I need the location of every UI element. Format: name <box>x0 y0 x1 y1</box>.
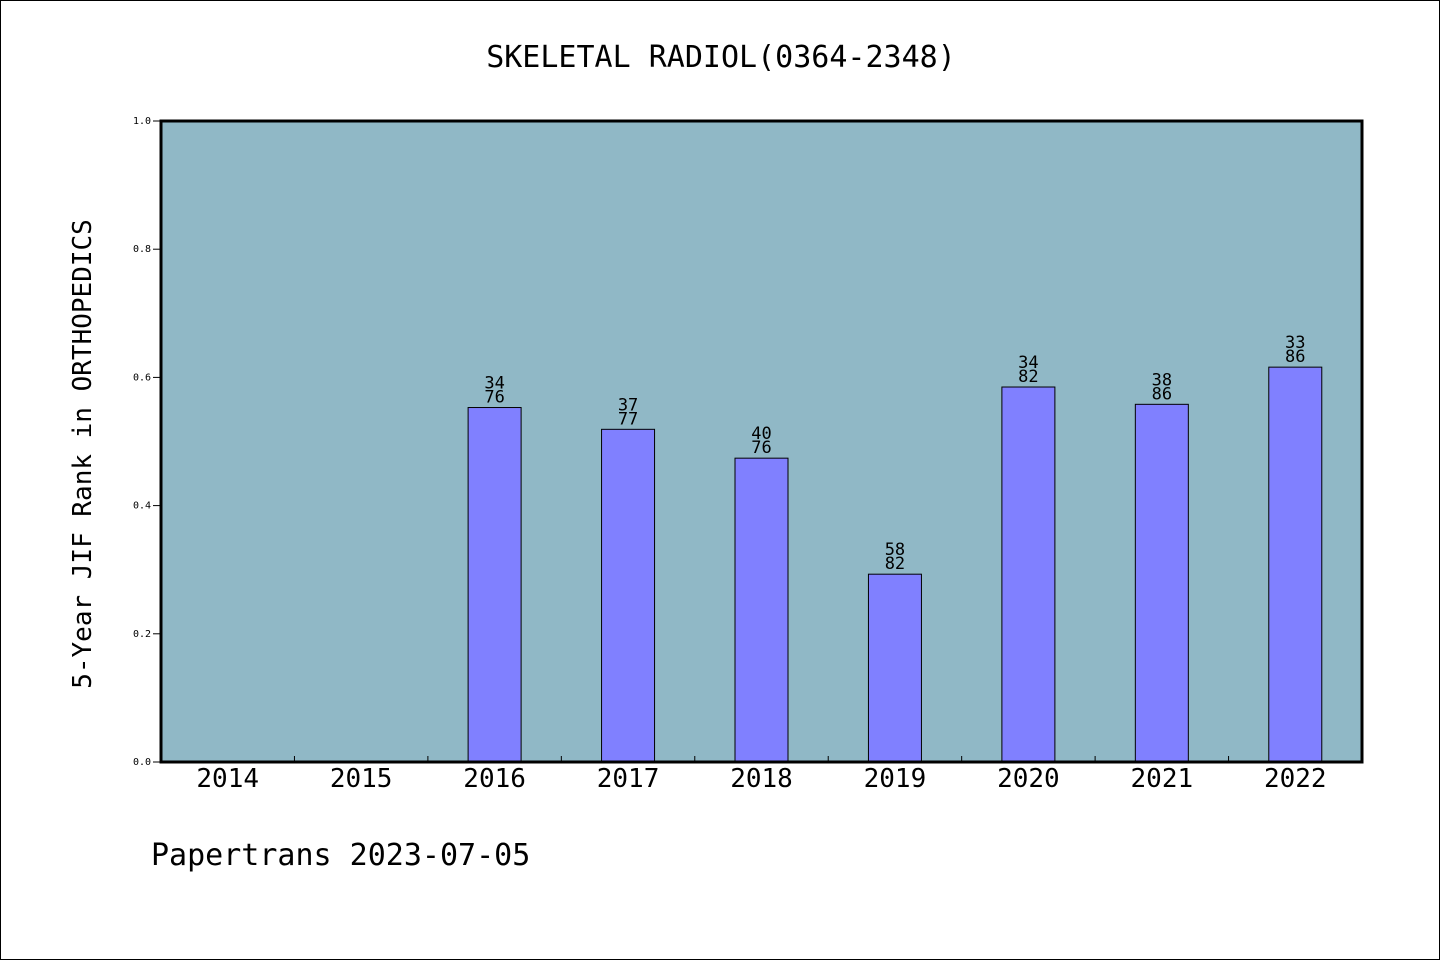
x-tick-label-2020: 2020 <box>997 764 1060 794</box>
bar-2020 <box>1001 386 1056 763</box>
bar-rank-label-2017: 37 <box>618 395 638 415</box>
x-tick-label-2019: 2019 <box>864 764 927 794</box>
bar-rank-label-2021: 38 <box>1152 370 1172 390</box>
bar-rank-label-2019: 58 <box>885 540 905 560</box>
bar-rank-label-2018: 40 <box>751 424 771 444</box>
y-axis-label: 5-Year JIF Rank in ORTHOPEDICS <box>68 219 98 689</box>
bar-2022 <box>1268 366 1323 763</box>
x-tick-label-2014: 2014 <box>196 764 259 794</box>
bar-total-label-2018: 76 <box>751 438 771 458</box>
bar-total-label-2022: 86 <box>1285 347 1305 367</box>
y-ticks-group: 0.0 0.2 0.4 0.6 0.8 1.0 <box>133 116 161 768</box>
bar-rank-label-2020: 34 <box>1018 353 1038 373</box>
bar-2017 <box>601 428 656 763</box>
plot-border <box>159 119 1364 764</box>
bar-2021 <box>1134 403 1189 763</box>
bar-rank-label-2022: 33 <box>1285 333 1305 353</box>
x-tick-label-2015: 2015 <box>330 764 393 794</box>
bar-total-label-2016: 76 <box>484 388 504 408</box>
bar-2018 <box>734 457 789 763</box>
x-tick-label-2018: 2018 <box>730 764 793 794</box>
bar-2019 <box>867 573 922 763</box>
bar-total-label-2019: 82 <box>885 554 905 574</box>
y-tick-label: 0.4 <box>133 501 151 512</box>
x-tick-label-2022: 2022 <box>1264 764 1327 794</box>
bar-rank-label-2016: 34 <box>484 374 504 394</box>
footer-credit: Papertrans 2023-07-05 <box>151 838 530 873</box>
y-tick-label: 0.2 <box>133 629 151 640</box>
x-tick-label-2021: 2021 <box>1131 764 1194 794</box>
chart-title: SKELETAL RADIOL(0364-2348) <box>486 40 956 75</box>
bar-total-label-2021: 86 <box>1152 384 1172 404</box>
y-tick-label: 0.6 <box>133 372 151 383</box>
y-tick-label: 0.8 <box>133 244 151 255</box>
x-tick-label-2017: 2017 <box>597 764 660 794</box>
x-tick-label-2016: 2016 <box>463 764 526 794</box>
y-tick-label: 0.0 <box>133 757 151 768</box>
x-ticks-group: 2014 2015 2016 2017 2018 2019 2020 2021 2022 <box>196 756 1327 794</box>
bar-total-label-2020: 82 <box>1018 367 1038 387</box>
y-tick-label: 1.0 <box>133 116 151 127</box>
bar-2016 <box>467 407 522 763</box>
bar-total-label-2017: 77 <box>618 409 638 429</box>
